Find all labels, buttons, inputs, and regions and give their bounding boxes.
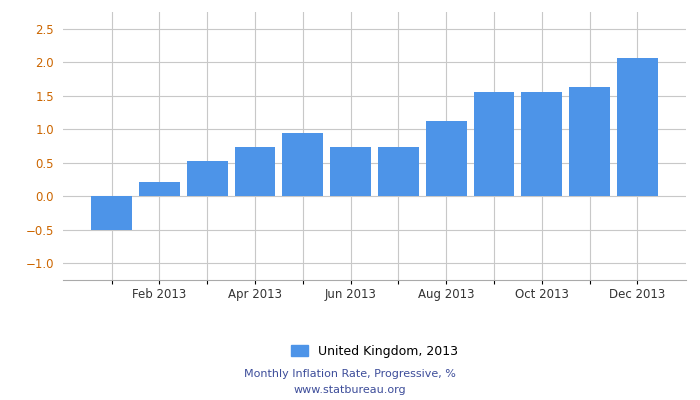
Bar — [91, 196, 132, 230]
Bar — [187, 162, 228, 196]
Bar — [522, 92, 562, 196]
Bar — [378, 147, 419, 196]
Bar — [426, 120, 466, 196]
Bar — [330, 147, 371, 196]
Bar — [139, 182, 180, 196]
Bar — [569, 87, 610, 196]
Legend: United Kingdom, 2013: United Kingdom, 2013 — [286, 340, 463, 363]
Bar — [283, 133, 323, 196]
Bar — [234, 147, 275, 196]
Bar — [617, 58, 658, 196]
Bar — [474, 92, 514, 196]
Text: Monthly Inflation Rate, Progressive, %: Monthly Inflation Rate, Progressive, % — [244, 369, 456, 379]
Text: www.statbureau.org: www.statbureau.org — [294, 385, 406, 395]
